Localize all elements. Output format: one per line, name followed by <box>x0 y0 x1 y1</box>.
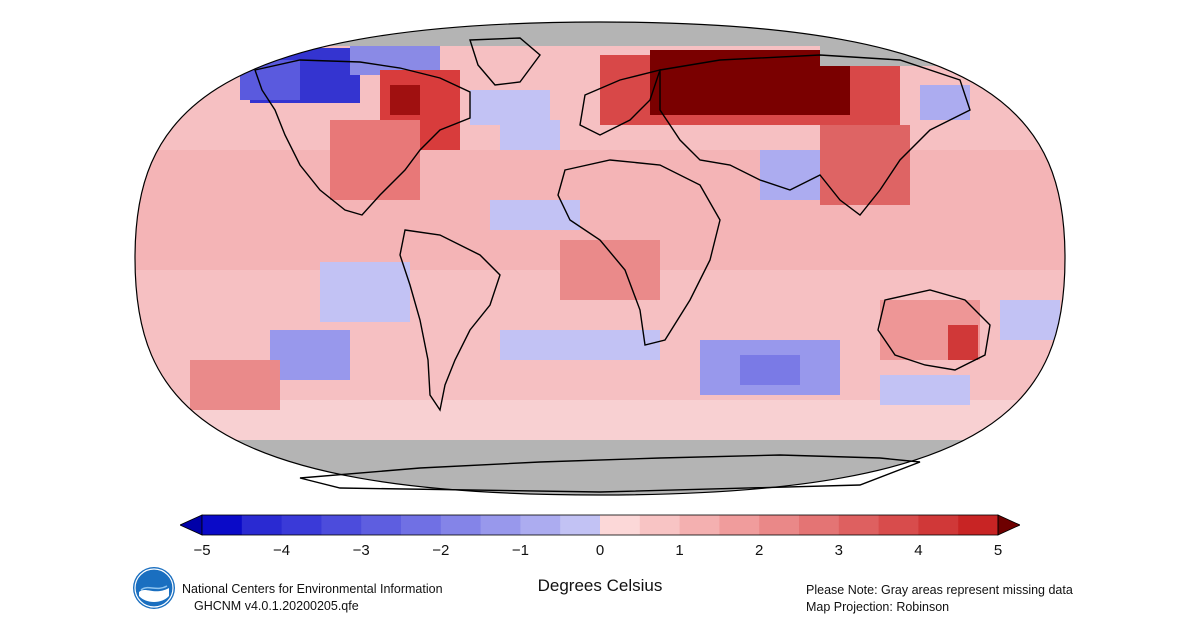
colorbar-tick-label: 3 <box>834 542 843 559</box>
colorbar-tick-label: −3 <box>352 542 370 559</box>
anomaly-patch-united-states <box>330 120 420 200</box>
colorbar-segment <box>440 515 482 535</box>
credit-block: National Centers for Environmental Infor… <box>132 566 492 616</box>
anomaly-patch-hudson-bay <box>390 85 420 115</box>
anomaly-patch-north-atlantic <box>470 90 550 125</box>
colorbar-tick-label: 2 <box>755 542 764 559</box>
globe-outline <box>134 21 1066 496</box>
anomaly-patch-tasman <box>880 375 970 405</box>
noaa-logo-icon <box>133 567 175 609</box>
colorbar-segment <box>560 515 601 535</box>
notes-block: Please Note: Gray areas represent missin… <box>806 582 1086 616</box>
coast-europe <box>579 69 662 136</box>
colorbar-low-arrow <box>179 514 203 536</box>
colorbar-segment <box>600 515 641 535</box>
coastlines <box>254 37 991 493</box>
colorbar-segment <box>878 515 919 535</box>
colorbar-segment <box>679 515 720 535</box>
coast-north-america <box>254 59 471 216</box>
anomaly-patch-africa-west <box>560 240 660 300</box>
colorbar-segment <box>958 515 999 535</box>
anomaly-patch-siberia <box>650 50 850 115</box>
note-missing-data: Please Note: Gray areas represent missin… <box>806 583 1073 597</box>
colorbar-segment <box>759 515 800 535</box>
colorbar-tick-label: 4 <box>914 542 923 559</box>
anomaly-patch-south-pacific <box>270 330 350 380</box>
anomaly-patch-southeast-australia <box>948 325 978 360</box>
note-projection: Map Projection: Robinson <box>806 600 950 614</box>
colorbar-tick-label: −1 <box>511 542 529 559</box>
anomaly-patch-east-asia <box>820 125 910 205</box>
colorbar-segment <box>241 515 283 535</box>
colorbar-frame <box>201 514 999 536</box>
anomaly-patch-indian-ocean-core <box>740 355 800 385</box>
colorbar-tick-label: −5 <box>193 542 211 559</box>
anomaly-patch-north-pacific <box>920 85 970 120</box>
coast-greenland <box>469 37 541 86</box>
colorbar-high-arrow <box>997 514 1021 536</box>
coast-asia <box>659 54 971 216</box>
colorbar-segment <box>520 515 561 535</box>
coast-australia <box>877 289 991 371</box>
anomaly-patch-south-atlantic <box>500 330 660 360</box>
coast-antarctica <box>299 454 921 493</box>
colorbar-svg <box>179 514 1021 536</box>
colorbar-tick-label: 1 <box>675 542 684 559</box>
colorbar-segment <box>838 515 880 535</box>
colorbar-segment <box>480 515 521 535</box>
anomaly-patch-tropical-atlantic <box>490 200 580 230</box>
colorbar-tick-label: 5 <box>993 542 1003 559</box>
colorbar-segment <box>281 515 322 535</box>
colorbar-segment <box>401 515 442 535</box>
colorbar: −5 −4 −3 −2 −1 0 1 2 3 4 5 <box>179 512 1021 572</box>
southern-ocean-band <box>135 400 1065 440</box>
coast-africa <box>557 159 721 346</box>
units-label: Degrees Celsius <box>537 576 663 595</box>
anomaly-patch-east-pacific <box>320 262 410 322</box>
temperature-anomaly-map <box>134 21 1066 496</box>
colorbar-segment <box>202 515 243 535</box>
colorbar-tick-label: −2 <box>432 542 450 559</box>
colorbar-tick-label: 0 <box>595 542 605 559</box>
coast-south-america <box>399 229 501 412</box>
anomaly-patch-atlantic <box>500 120 560 150</box>
missing-data-antarctica <box>135 440 1065 495</box>
robinson-map-svg <box>134 21 1066 496</box>
anomaly-patch-southeast-pacific <box>190 360 280 410</box>
colorbar-segment <box>918 515 959 535</box>
anomaly-patch-southwest-pacific <box>1000 300 1060 340</box>
colorbar-segment <box>799 515 840 535</box>
colorbar-segment <box>719 515 760 535</box>
colorbar-segment <box>639 515 681 535</box>
credit-dataset-version: GHCNM v4.0.1.20200205.qfe <box>194 599 359 613</box>
credit-ncei: National Centers for Environmental Infor… <box>182 582 443 596</box>
colorbar-segment <box>361 515 402 535</box>
colorbar-tick-label: −4 <box>273 542 291 559</box>
colorbar-segment <box>321 515 362 535</box>
